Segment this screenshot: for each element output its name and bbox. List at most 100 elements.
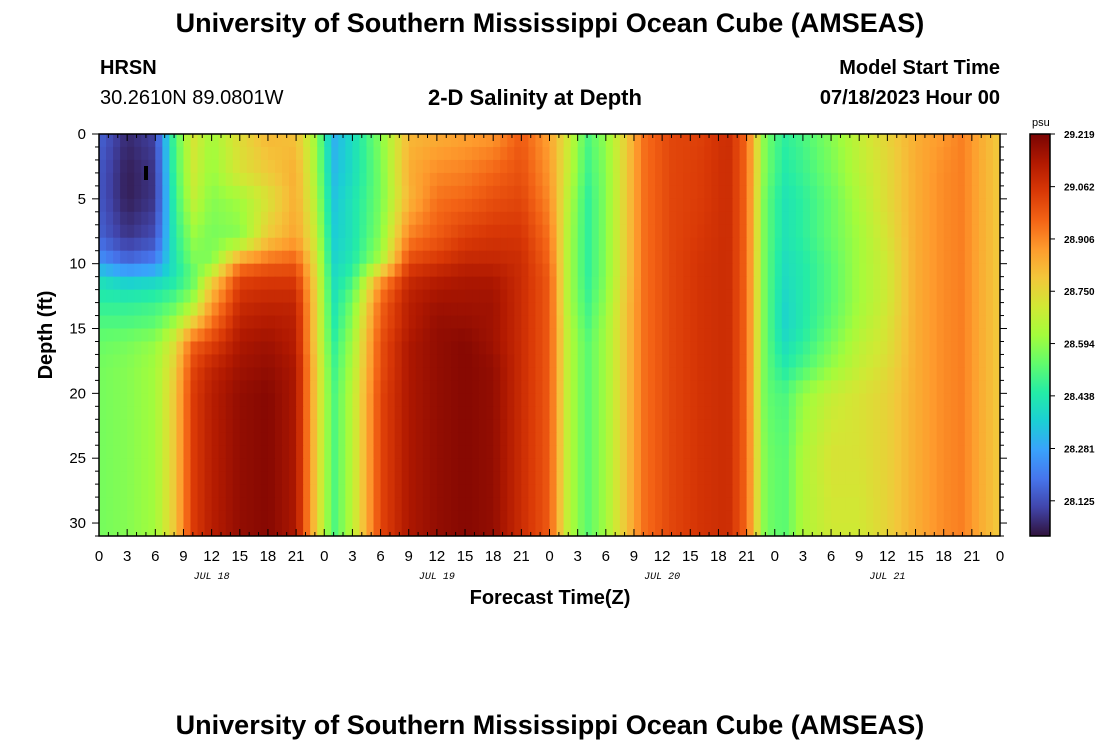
heatmap-cell bbox=[809, 497, 818, 511]
heatmap-cell bbox=[950, 224, 959, 239]
heatmap-cell bbox=[570, 328, 579, 343]
heatmap-cell bbox=[155, 263, 163, 278]
heatmap-cell bbox=[373, 354, 382, 369]
heatmap-cell bbox=[943, 367, 952, 381]
colorbar-tick-label: 28.750 bbox=[1064, 287, 1095, 298]
heatmap-cell bbox=[183, 354, 192, 369]
heatmap-cell bbox=[394, 445, 403, 459]
heatmap-cell bbox=[697, 484, 705, 498]
heatmap-cell bbox=[957, 471, 966, 485]
heatmap-cell bbox=[908, 185, 917, 200]
heatmap-cell bbox=[197, 224, 206, 239]
heatmap-cell bbox=[514, 354, 522, 369]
heatmap-cell bbox=[859, 289, 867, 304]
heatmap-cell bbox=[662, 523, 670, 536]
heatmap-cell bbox=[619, 497, 628, 511]
page-title: University of Southern Mississippi Ocean… bbox=[175, 8, 925, 38]
heatmap-cell bbox=[274, 289, 283, 304]
heatmap-cell bbox=[169, 367, 178, 381]
heatmap-cell bbox=[626, 341, 635, 356]
heatmap-cell bbox=[366, 328, 375, 343]
heatmap-cell bbox=[218, 289, 227, 304]
heatmap-cell bbox=[204, 211, 213, 226]
heatmap-cell bbox=[310, 484, 318, 498]
heatmap-cell bbox=[176, 185, 185, 200]
heatmap-cell bbox=[809, 510, 818, 524]
heatmap-cell bbox=[345, 172, 354, 187]
heatmap-cell bbox=[641, 406, 649, 420]
heatmap-cell bbox=[310, 146, 318, 161]
heatmap-cell bbox=[310, 354, 318, 369]
heatmap-cell bbox=[957, 341, 966, 356]
heatmap-cell bbox=[809, 380, 818, 394]
heatmap-cell bbox=[598, 380, 607, 394]
heatmap-cell bbox=[929, 250, 938, 265]
heatmap-cell bbox=[697, 419, 705, 433]
heatmap-cell bbox=[704, 211, 712, 226]
heatmap-cell bbox=[633, 224, 642, 239]
heatmap-cell bbox=[894, 458, 903, 472]
heatmap-cell bbox=[662, 367, 670, 381]
x-tick-label: 15 bbox=[682, 548, 699, 565]
x-tick-label: 21 bbox=[288, 548, 305, 565]
heatmap-cell bbox=[725, 276, 734, 291]
heatmap-cell bbox=[338, 315, 346, 330]
heatmap-cell bbox=[929, 172, 938, 187]
heatmap-cell bbox=[542, 484, 551, 498]
heatmap-cell bbox=[401, 185, 410, 200]
heatmap-cell bbox=[331, 367, 339, 381]
heatmap-cell bbox=[106, 471, 114, 485]
heatmap-cell bbox=[690, 458, 698, 472]
heatmap-cell bbox=[282, 276, 290, 291]
heatmap-cell bbox=[486, 185, 494, 200]
heatmap-cell bbox=[422, 445, 431, 459]
heatmap-cell bbox=[232, 523, 241, 536]
heatmap-cell bbox=[450, 393, 459, 407]
heatmap-cell bbox=[500, 302, 508, 317]
heatmap-cell bbox=[725, 393, 734, 407]
heatmap-cell bbox=[521, 328, 529, 343]
heatmap-cell bbox=[718, 367, 727, 381]
heatmap-cell bbox=[732, 146, 741, 161]
heatmap-cell bbox=[500, 445, 508, 459]
heatmap-cell bbox=[760, 510, 769, 524]
heatmap-cell bbox=[225, 146, 234, 161]
heatmap-cell bbox=[514, 406, 522, 420]
heatmap-cell bbox=[725, 224, 734, 239]
heatmap-cell bbox=[570, 393, 579, 407]
heatmap-cell bbox=[894, 146, 903, 161]
heatmap-cell bbox=[176, 211, 185, 226]
heatmap-cell bbox=[985, 510, 994, 524]
heatmap-cell bbox=[950, 341, 959, 356]
heatmap-cell bbox=[204, 419, 213, 433]
heatmap-cell bbox=[366, 211, 375, 226]
heatmap-cell bbox=[648, 341, 656, 356]
heatmap-cell bbox=[838, 484, 846, 498]
heatmap-cell bbox=[901, 419, 910, 433]
heatmap-cell bbox=[324, 510, 332, 524]
heatmap-cell bbox=[739, 250, 748, 265]
heatmap-cell bbox=[985, 393, 994, 407]
heatmap-cell bbox=[901, 328, 910, 343]
heatmap-cell bbox=[774, 367, 783, 381]
model-start-value: 07/18/2023 Hour 00 bbox=[819, 87, 1000, 109]
heatmap-cell bbox=[838, 354, 846, 369]
heatmap-cell bbox=[106, 185, 114, 200]
heatmap-cell bbox=[429, 134, 438, 148]
heatmap-cell bbox=[802, 302, 811, 317]
heatmap-cell bbox=[450, 380, 459, 394]
heatmap-cell bbox=[964, 250, 973, 265]
heatmap-cell bbox=[303, 211, 311, 226]
heatmap-cell bbox=[99, 328, 107, 343]
heatmap-cell bbox=[457, 393, 466, 407]
heatmap-cell bbox=[253, 497, 262, 511]
heatmap-cell bbox=[908, 289, 917, 304]
heatmap-cell bbox=[676, 328, 684, 343]
heatmap-cell bbox=[676, 367, 684, 381]
heatmap-cell bbox=[324, 484, 332, 498]
heatmap-cell bbox=[169, 341, 178, 356]
heatmap-cell bbox=[232, 406, 241, 420]
heatmap-cell bbox=[535, 302, 544, 317]
heatmap-cell bbox=[852, 523, 860, 536]
heatmap-cell bbox=[324, 263, 332, 278]
